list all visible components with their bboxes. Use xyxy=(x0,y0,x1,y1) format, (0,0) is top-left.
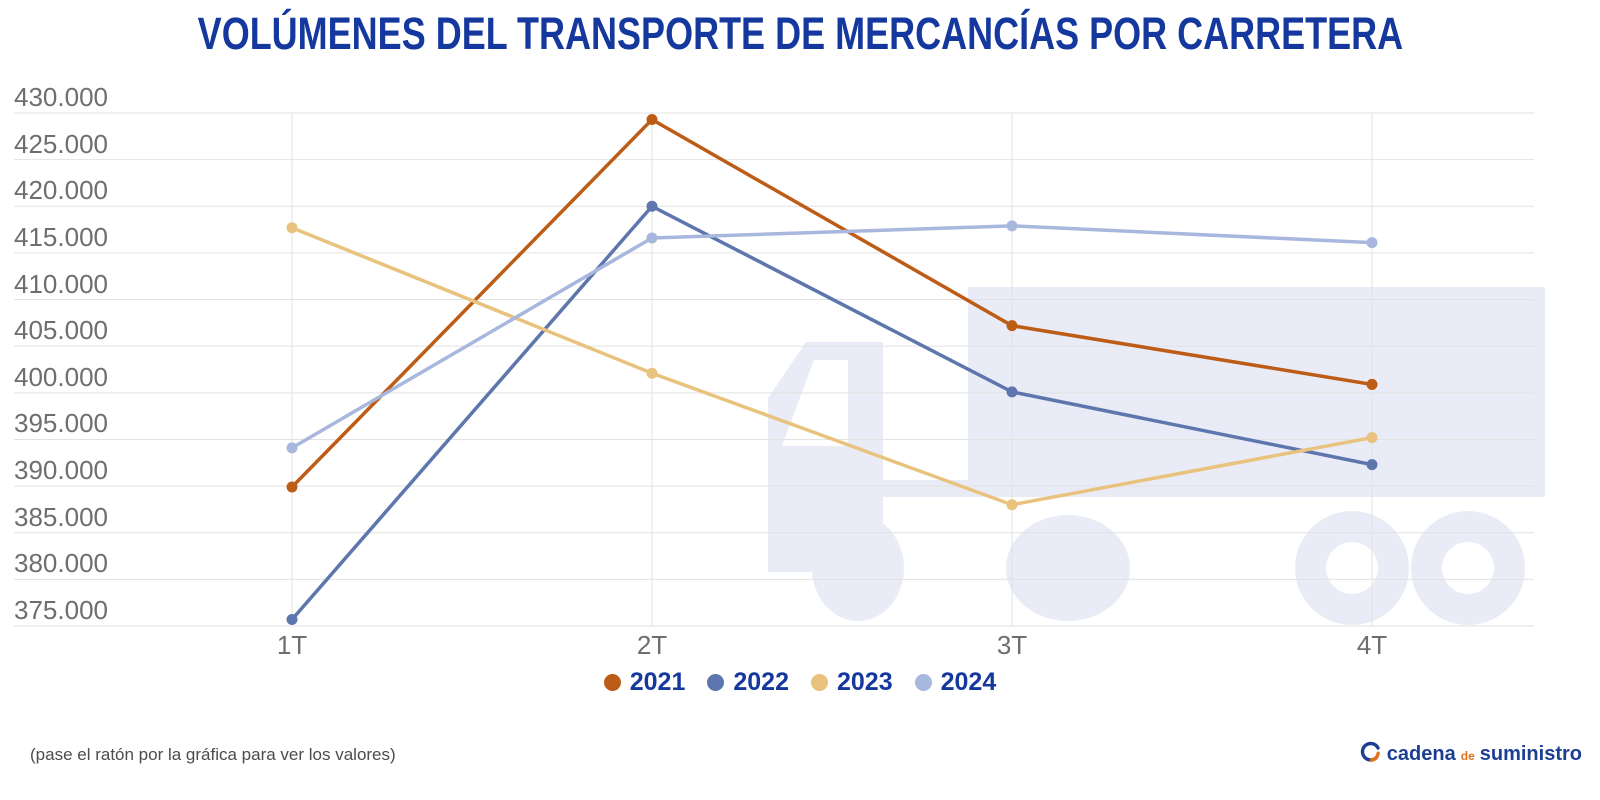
y-tick-label: 385.000 xyxy=(14,501,108,532)
truck-wheel-3-hub xyxy=(1326,542,1378,594)
truck-cab-window xyxy=(782,360,848,446)
data-point-2023-2T[interactable] xyxy=(646,367,658,379)
legend-swatch-2023 xyxy=(811,674,828,691)
data-point-2022-3T[interactable] xyxy=(1006,386,1018,398)
y-tick-label: 395.000 xyxy=(14,408,108,439)
x-tick-label-2T: 2T xyxy=(636,630,668,660)
x-tick-label-1T: 1T xyxy=(276,630,308,660)
data-point-2022-4T[interactable] xyxy=(1366,459,1378,471)
logo-text-suministro: suministro xyxy=(1479,743,1582,765)
data-point-2022-1T[interactable] xyxy=(286,613,298,625)
data-point-2024-2T[interactable] xyxy=(646,232,658,244)
series-line-2021 xyxy=(290,117,1373,489)
data-point-2021-3T[interactable] xyxy=(1006,320,1018,332)
legend-item-2021[interactable]: 2021 xyxy=(603,668,686,697)
legend-label-2021: 2021 xyxy=(629,668,686,696)
legend-swatch-2022 xyxy=(707,674,725,691)
truck-cab xyxy=(768,342,883,572)
y-tick-label: 415.000 xyxy=(14,221,108,252)
x-tick-label-3T: 3T xyxy=(996,630,1028,660)
logo-text-de: de xyxy=(1460,749,1475,763)
series-line-2024 xyxy=(291,224,1373,450)
legend-label-2022: 2022 xyxy=(733,668,789,696)
y-tick-label: 425.000 xyxy=(14,128,108,159)
legend: 2021 2022 2023 2024 xyxy=(0,668,1600,697)
data-point-2021-1T[interactable] xyxy=(286,481,298,493)
series-line-2023 xyxy=(291,226,1373,507)
y-tick-label: 400.000 xyxy=(14,361,108,392)
data-point-2023-3T[interactable] xyxy=(1006,499,1018,511)
truck-cargo-box xyxy=(968,287,1545,480)
y-tick-label: 410.000 xyxy=(14,268,108,299)
legend-item-2022[interactable]: 2022 xyxy=(707,668,789,697)
data-point-2023-1T[interactable] xyxy=(286,222,298,234)
legend-swatch-2021 xyxy=(603,674,621,691)
data-point-2023-4T[interactable] xyxy=(1366,432,1378,444)
data-point-2021-4T[interactable] xyxy=(1366,378,1378,390)
legend-swatch-2024 xyxy=(914,674,932,691)
hover-hint: (pase el ratón por la gráfica para ver l… xyxy=(30,745,396,764)
y-tick-label: 420.000 xyxy=(14,175,108,206)
legend-item-2023[interactable]: 2023 xyxy=(811,668,893,697)
data-point-2024-1T[interactable] xyxy=(286,442,298,454)
truck-wheel-2 xyxy=(1006,515,1130,621)
data-point-2022-2T[interactable] xyxy=(646,200,658,212)
y-tick-label: 405.000 xyxy=(14,315,108,346)
y-tick-label: 375.000 xyxy=(14,595,108,625)
truck-wheel-1 xyxy=(812,515,904,621)
series-line-2022 xyxy=(290,204,1373,621)
data-point-2024-3T[interactable] xyxy=(1006,220,1018,232)
page-title-text: VOLÚMENES DEL TRANSPORTE DE MERCANCÍAS P… xyxy=(197,8,1403,59)
truck-wheel-4-hub xyxy=(1442,542,1494,594)
data-point-2024-4T[interactable] xyxy=(1366,237,1378,249)
truck-chassis xyxy=(883,480,1545,497)
circular-arrows-icon xyxy=(1360,741,1380,762)
data-point-2021-2T[interactable] xyxy=(646,114,658,126)
legend-label-2023: 2023 xyxy=(837,668,893,696)
page-title: VOLÚMENES DEL TRANSPORTE DE MERCANCÍAS P… xyxy=(0,8,1600,60)
x-tick-label-4T: 4T xyxy=(1356,630,1388,660)
logo-text-cadena: cadena xyxy=(1386,743,1456,765)
y-tick-label: 380.000 xyxy=(14,548,108,579)
brand-logo: cadena de suministro xyxy=(1358,740,1582,765)
y-tick-label: 430.000 xyxy=(14,82,108,112)
legend-item-2024[interactable]: 2024 xyxy=(914,668,997,697)
legend-label-2024: 2024 xyxy=(940,668,997,696)
y-tick-label: 390.000 xyxy=(14,455,108,486)
